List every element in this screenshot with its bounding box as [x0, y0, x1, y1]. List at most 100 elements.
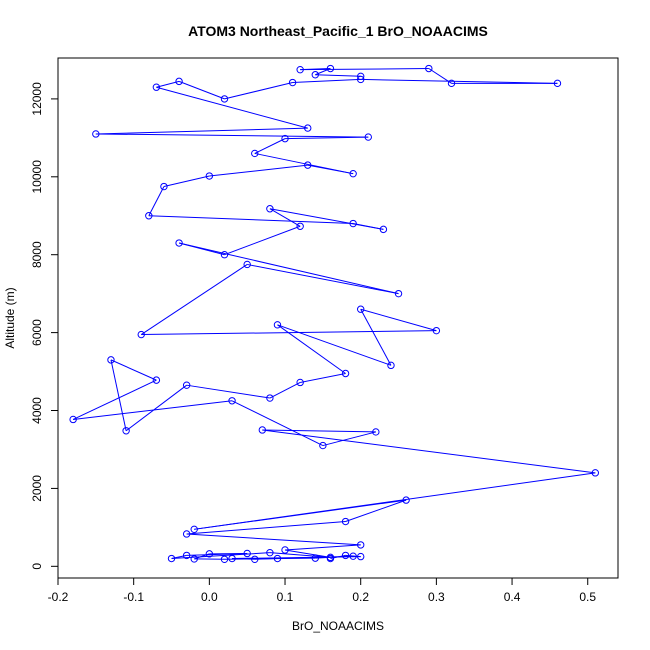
series-line-segment [262, 429, 376, 433]
series-layer [69, 64, 599, 564]
series-line-segment [178, 242, 225, 256]
data-point [258, 426, 267, 434]
data-point [205, 550, 214, 558]
data-point [175, 239, 183, 247]
data-point [288, 78, 297, 87]
series-line-segment [300, 68, 429, 71]
series-line-segment [360, 78, 558, 84]
data-point [220, 555, 229, 564]
data-point [228, 397, 236, 405]
series-line-segment [247, 263, 399, 295]
data-point [326, 553, 335, 562]
series-line-segment [141, 330, 437, 336]
series-line-segment [292, 78, 361, 84]
series-line-segment [277, 324, 392, 366]
data-point [152, 376, 161, 384]
y-tick-label: 10000 [30, 160, 44, 194]
data-point [92, 130, 100, 138]
data-point [357, 552, 365, 561]
plot-frame [57, 57, 619, 579]
series-line-segment [209, 164, 308, 177]
data-point [425, 64, 433, 73]
data-point [251, 555, 259, 564]
data-point [357, 75, 365, 84]
x-tick-label: -0.1 [123, 590, 144, 604]
data-point [447, 79, 456, 88]
data-point [152, 83, 161, 91]
x-tick-label: 0.3 [428, 590, 445, 604]
series-line-segment [224, 557, 316, 560]
series-line-segment [345, 499, 407, 522]
series-line-segment [300, 68, 331, 71]
series-line-segment [95, 127, 308, 135]
data-point [304, 161, 312, 169]
data-point [266, 548, 274, 557]
data-point [379, 225, 388, 234]
y-tick-label: 8000 [30, 241, 44, 268]
series-line-segment [269, 552, 331, 558]
series-line-segment [95, 133, 369, 138]
chart-title: ATOM3 Northeast_Pacific_1 BrO_NOAACIMS [188, 23, 488, 39]
series-line-segment [156, 86, 308, 129]
series-line-segment [224, 225, 301, 256]
data-point [341, 369, 350, 378]
series-line-segment [315, 68, 331, 76]
data-point [243, 549, 251, 558]
data-point [349, 552, 357, 560]
data-point [243, 260, 251, 269]
series-line-segment [171, 552, 270, 560]
x-tick-label: 0.0 [201, 590, 218, 604]
x-axis-title: BrO_NOAACIMS [292, 619, 384, 633]
series-line-segment [254, 138, 286, 154]
y-tick-label: 0 [30, 563, 44, 570]
data-point [341, 517, 350, 526]
data-point [349, 219, 357, 228]
y-tick-label: 12000 [30, 82, 44, 116]
data-point [228, 554, 236, 563]
series-line-segment [148, 215, 354, 225]
data-point [319, 441, 327, 450]
series-line-segment [178, 80, 225, 100]
data-point [311, 71, 319, 79]
x-axis: -0.2 -0.1 0.0 0.1 0.2 0.3 0.4 0.5 [48, 577, 596, 604]
series-line-segment [262, 429, 596, 474]
series-line-segment [163, 175, 210, 188]
data-point [296, 222, 304, 230]
y-axis: 0 2000 4000 6000 8000 10000 12000 [30, 82, 59, 570]
data-point [591, 469, 599, 477]
data-point [266, 394, 274, 402]
series-line-segment [110, 359, 127, 431]
data-point [145, 212, 153, 220]
series-line-segment [194, 472, 596, 530]
x-tick-label: 0.2 [352, 590, 369, 604]
series-line-segment [315, 74, 361, 77]
series-line-segment [148, 186, 165, 216]
y-tick-label: 2000 [30, 475, 44, 502]
x-tick-label: 0.1 [277, 590, 294, 604]
data-point [273, 321, 282, 329]
data-point [341, 551, 350, 560]
data-point [190, 525, 198, 534]
series-line-segment [186, 533, 361, 546]
data-point [357, 305, 365, 313]
series-line-segment [156, 80, 180, 88]
data-point [190, 555, 198, 563]
data-point [160, 182, 168, 191]
series-line-segment [428, 68, 452, 84]
data-point [281, 134, 289, 143]
data-point [266, 205, 274, 213]
data-point [182, 530, 191, 538]
data-point [251, 149, 259, 158]
x-tick-label: -0.2 [48, 590, 69, 604]
data-point [281, 546, 289, 554]
data-point [107, 356, 115, 364]
series-line-segment [269, 382, 301, 399]
data-point [304, 124, 312, 132]
data-point [553, 79, 562, 88]
data-point [432, 326, 441, 335]
data-point [175, 77, 183, 86]
data-point [220, 251, 229, 259]
data-point [205, 172, 214, 180]
series-line-segment [284, 544, 361, 551]
